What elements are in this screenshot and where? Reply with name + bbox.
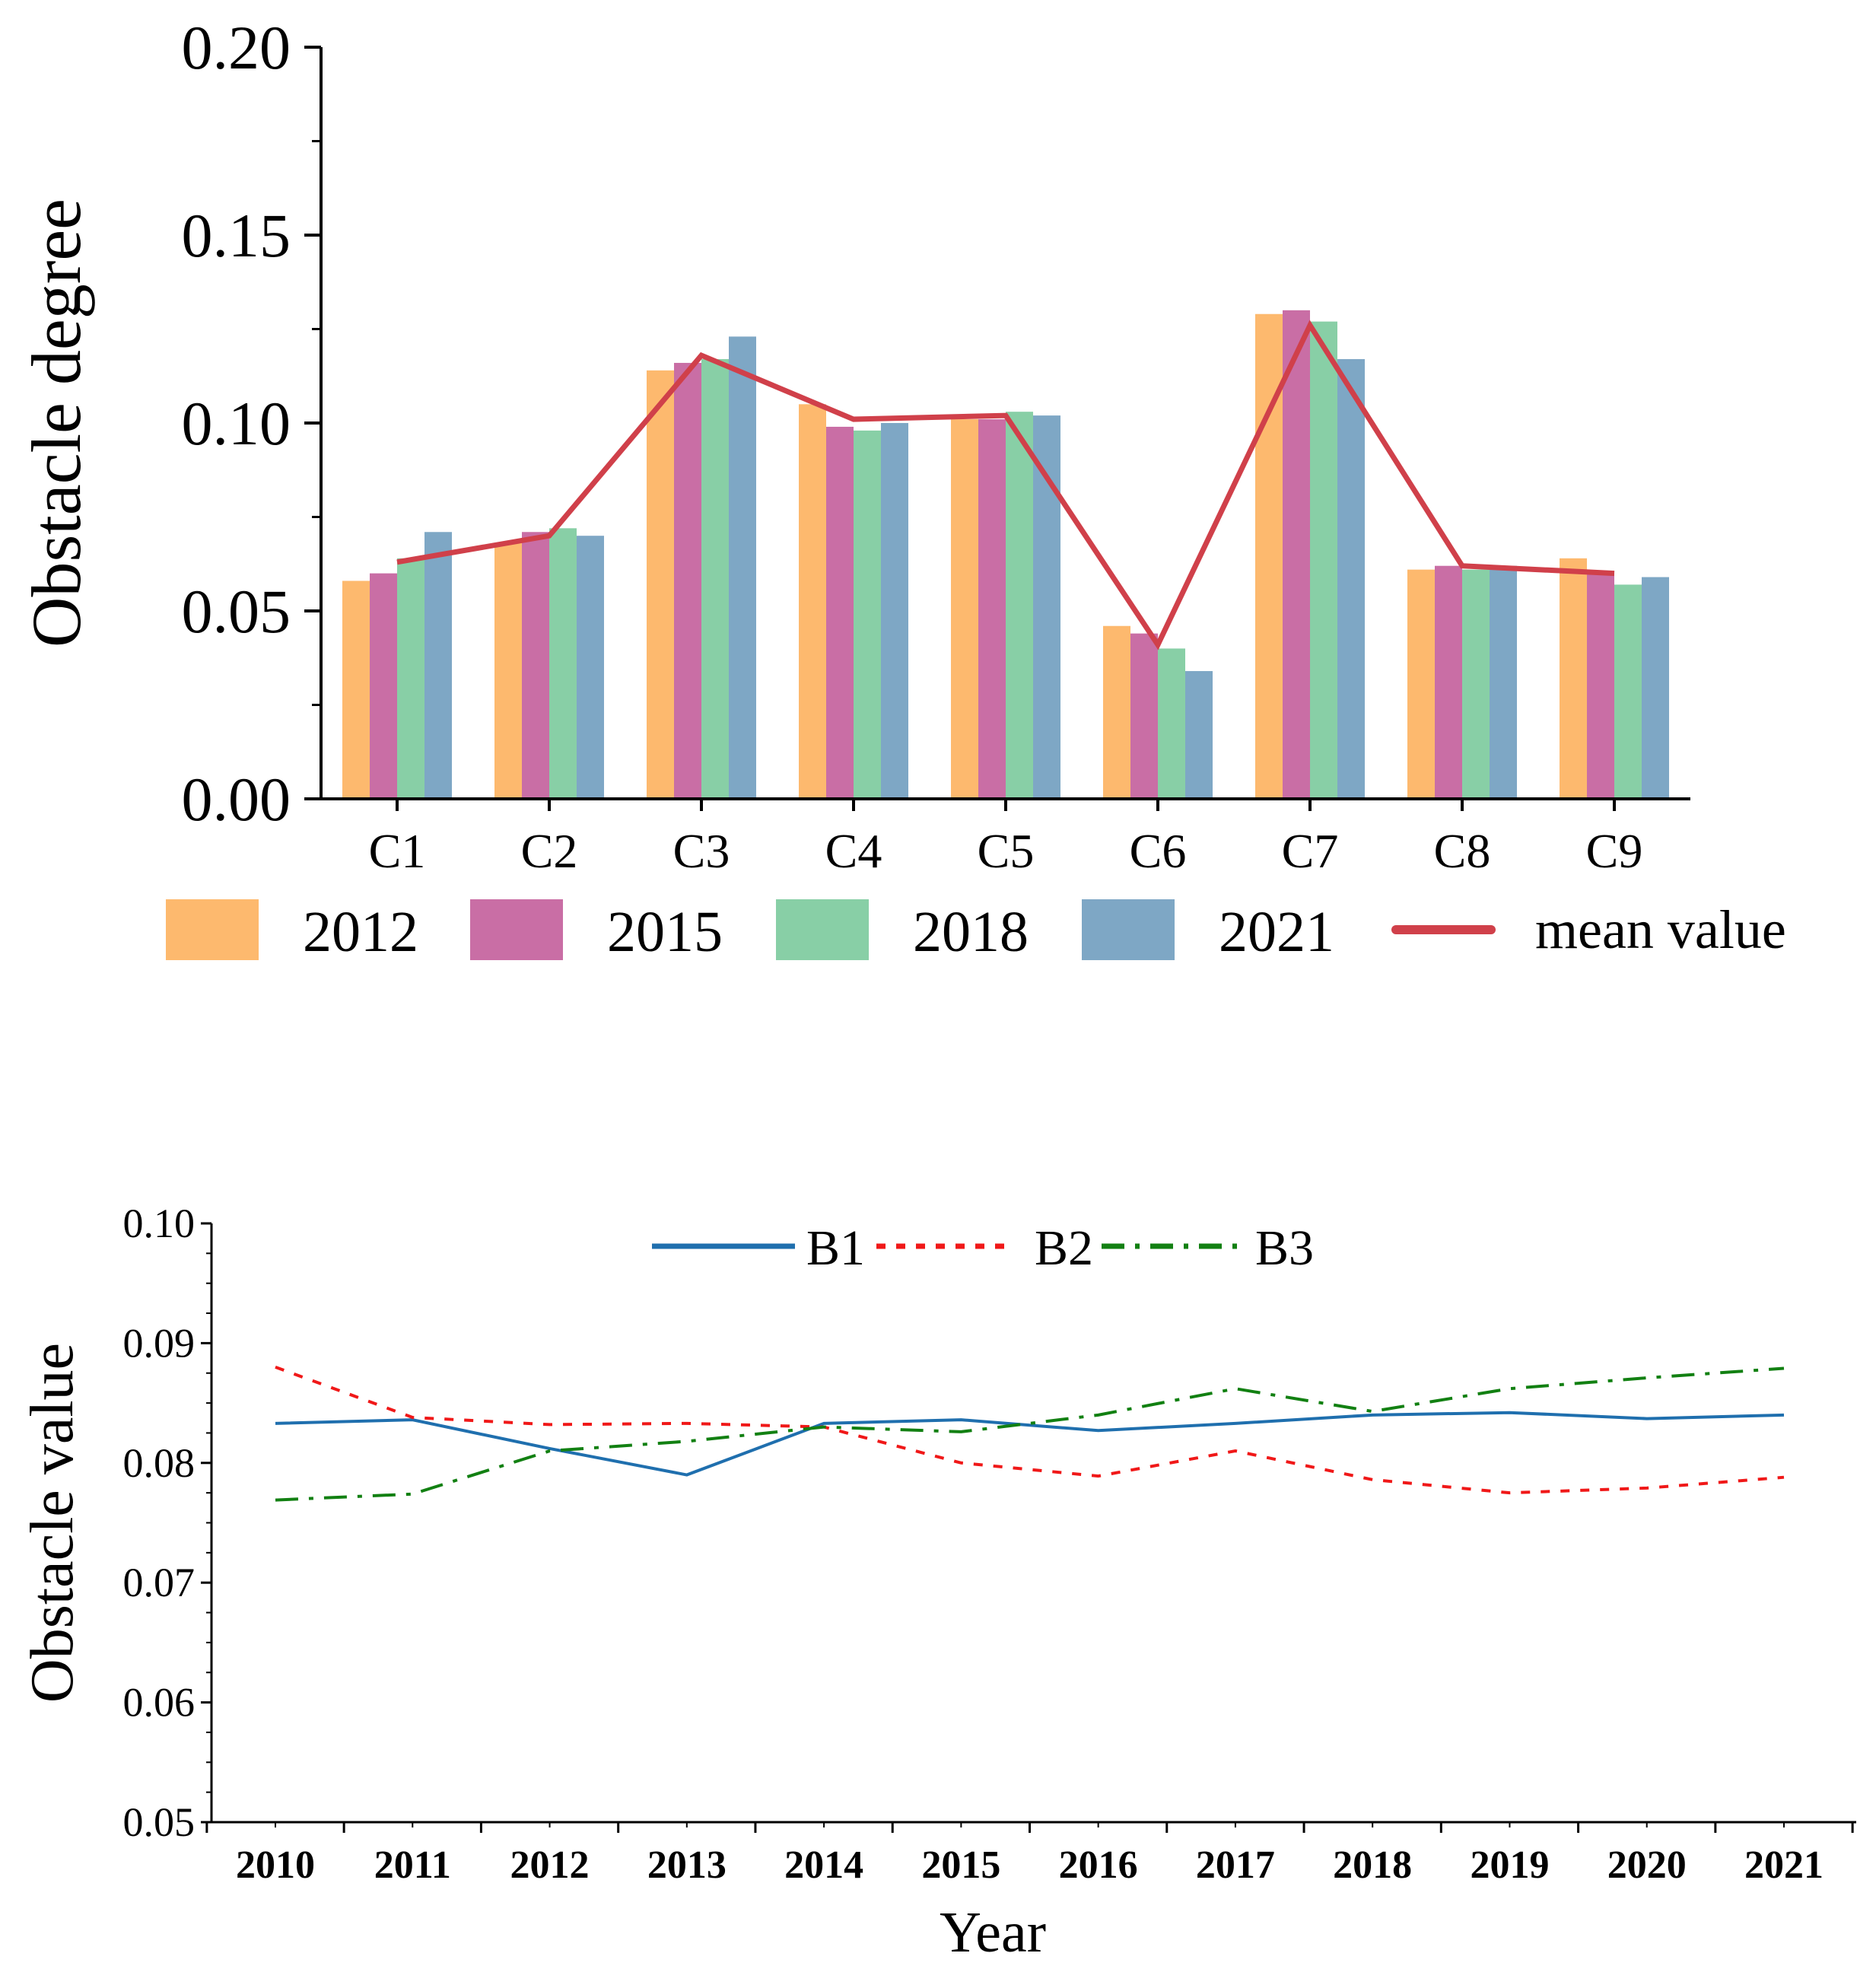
x-tick-label-C8: C8	[1434, 824, 1491, 878]
y-tick-label-0.00: 0.00	[182, 765, 291, 834]
bar-2018-C2	[549, 528, 577, 799]
x-tick-label-2015: 2015	[921, 1843, 1000, 1887]
bar-2015-C4	[826, 426, 854, 799]
y-tick-label-0.05: 0.05	[123, 1799, 196, 1845]
y-tick-label-0.07: 0.07	[123, 1560, 196, 1605]
x-tick-label-C9: C9	[1586, 824, 1643, 878]
legend-label-B3: B3	[1255, 1220, 1314, 1276]
bar-2015-C8	[1435, 565, 1462, 799]
x-tick-label-2010: 2010	[236, 1843, 315, 1887]
x-tick-label-2014: 2014	[784, 1843, 863, 1887]
bar-2015-C6	[1130, 633, 1158, 799]
y-axis-title: Obstacle value	[19, 1343, 86, 1703]
bar-2012-C4	[799, 404, 826, 799]
y-tick-label-0.06: 0.06	[123, 1680, 196, 1726]
bar-2018-C1	[397, 558, 424, 799]
bar-2015-C2	[522, 532, 549, 799]
x-tick-label-2017: 2017	[1196, 1843, 1275, 1887]
bar-2021-C8	[1490, 565, 1517, 799]
legend-swatch-2012	[166, 899, 259, 960]
bar-2021-C7	[1337, 359, 1365, 799]
legend-label-2015: 2015	[607, 900, 723, 964]
bar-2012-C2	[494, 543, 522, 799]
bar-2015-C3	[674, 362, 701, 800]
y-tick-label-0.09: 0.09	[123, 1320, 196, 1366]
bar-2012-C3	[647, 370, 674, 800]
bar-2018-C6	[1158, 648, 1185, 799]
legend-swatch-2021	[1082, 899, 1175, 960]
x-tick-label-2013: 2013	[647, 1843, 727, 1887]
line-chart-obstacle-value: 0.05 0.06 0.07 0.08 0.09 0.10 2010 2011 2012 2013…	[19, 1201, 1856, 1964]
x-tick-label-2016: 2016	[1059, 1843, 1138, 1887]
bar-2018-C9	[1614, 584, 1642, 799]
legend-label-2012: 2012	[303, 900, 418, 964]
y-axis-title: Obstacle degree	[17, 199, 95, 647]
bar-2018-C3	[701, 359, 729, 799]
series-line-B3	[275, 1366, 1785, 1502]
x-tick-label-C3: C3	[673, 824, 730, 878]
legend-label-mean-value: mean value	[1535, 899, 1786, 960]
y-tick-label-0.08: 0.08	[123, 1440, 196, 1486]
bar-2012-C6	[1103, 625, 1130, 799]
bar-2012-C8	[1407, 569, 1435, 799]
bar-2018-C5	[1006, 412, 1033, 799]
legend-label-2018: 2018	[913, 900, 1029, 964]
bar-2018-C4	[854, 430, 881, 799]
bar-2015-C7	[1283, 310, 1310, 799]
bar-2018-C8	[1462, 569, 1490, 799]
x-tick-label-C6: C6	[1130, 824, 1187, 878]
x-tick-label-C1: C1	[369, 824, 426, 878]
bar-2021-C4	[881, 423, 908, 799]
y-tick-label-0.05: 0.05	[182, 577, 291, 646]
x-tick-label-2021: 2021	[1744, 1843, 1824, 1887]
bar-2021-C1	[424, 532, 452, 799]
mean-value-line	[396, 320, 1615, 651]
legend-label-2021: 2021	[1219, 900, 1334, 964]
x-tick-label-2019: 2019	[1470, 1843, 1549, 1887]
y-tick-label-0.10: 0.10	[123, 1201, 196, 1246]
x-tick-label-2012: 2012	[510, 1843, 590, 1887]
x-tick-label-2018: 2018	[1333, 1843, 1412, 1887]
series-line-B1	[275, 1411, 1785, 1477]
bar-2021-C2	[577, 536, 604, 799]
y-tick-label-0.20: 0.20	[182, 13, 291, 82]
x-tick-label-C4: C4	[825, 824, 882, 878]
bar-2012-C1	[342, 581, 370, 799]
bar-2021-C9	[1642, 577, 1669, 799]
bar-2021-C6	[1185, 671, 1213, 799]
bar-2021-C3	[729, 336, 756, 799]
x-tick-label-C2: C2	[521, 824, 578, 878]
bar-2012-C5	[951, 419, 978, 799]
x-tick-label-2020: 2020	[1607, 1843, 1687, 1887]
bar-2015-C1	[370, 573, 397, 799]
legend-label-B1: B1	[806, 1220, 865, 1276]
series-line-B2	[275, 1366, 1785, 1495]
y-tick-label-0.10: 0.10	[182, 389, 291, 458]
legend-swatch-2018	[776, 899, 869, 960]
bar-2015-C5	[978, 419, 1006, 799]
bar-2015-C9	[1587, 573, 1614, 799]
bar-2018-C7	[1310, 321, 1337, 799]
x-tick-label-2011: 2011	[374, 1843, 451, 1887]
bar-2012-C9	[1560, 558, 1587, 799]
y-tick-label-0.15: 0.15	[182, 201, 291, 270]
bar-chart-obstacle-degree: 0.00 0.05 0.10 0.15 0.20 C1 C2 C3 C4 C5 C6 C7 C8 C9 Ob…	[17, 13, 1786, 964]
x-tick-label-C5: C5	[978, 824, 1035, 878]
x-tick-label-C7: C7	[1282, 824, 1339, 878]
legend-label-B2: B2	[1035, 1220, 1093, 1276]
x-axis-title: Year	[940, 1901, 1046, 1964]
legend-swatch-2015	[470, 899, 563, 960]
